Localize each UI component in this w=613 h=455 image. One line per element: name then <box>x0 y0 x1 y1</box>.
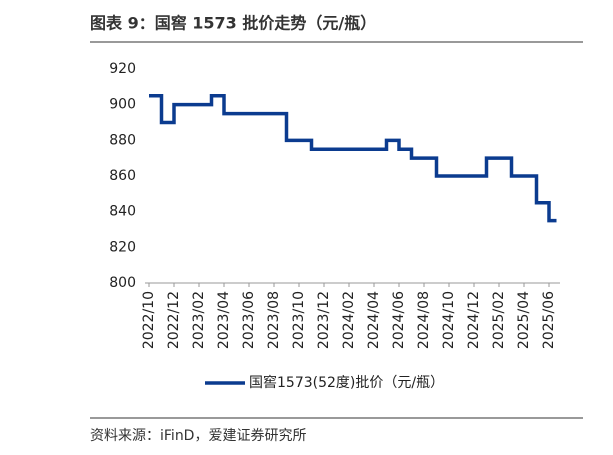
y-tick-label: 860 <box>109 168 136 184</box>
y-tick-label: 880 <box>109 132 136 148</box>
x-tick-label: 2023/10 <box>291 291 307 349</box>
x-tick-label: 2023/04 <box>216 291 232 349</box>
x-tick-label: 2022/10 <box>141 291 157 349</box>
x-tick-label: 2024/08 <box>416 291 432 349</box>
x-tick-label: 2024/04 <box>366 291 382 349</box>
y-tick-label: 820 <box>109 239 136 255</box>
chart-title: 图表 9：国窖 1573 批价走势（元/瓶） <box>90 14 376 33</box>
x-tick-label: 2023/12 <box>316 291 332 349</box>
x-tick-label: 2025/06 <box>541 291 557 349</box>
x-tick-label: 2024/06 <box>391 291 407 349</box>
x-tick-label: 2023/08 <box>266 291 282 349</box>
y-tick-label: 840 <box>109 204 136 220</box>
line <box>149 94 557 223</box>
x-tick-label: 2023/02 <box>191 291 207 349</box>
y-tick-label: 800 <box>109 275 136 291</box>
source: 资料来源：iFinD，爱建证券研究所 <box>90 428 306 444</box>
x-tick-label: 2023/06 <box>241 291 257 349</box>
x-tick-label: 2024/02 <box>341 291 357 349</box>
x-tick-label: 2024/10 <box>441 291 457 349</box>
x-tick-label: 2025/04 <box>516 291 532 349</box>
y-tick-label: 900 <box>109 97 136 113</box>
y-tick-label: 920 <box>109 61 136 77</box>
x-tick-label: 2025/02 <box>491 291 507 349</box>
legend-label: 国窖1573(52度)批价（元/瓶） <box>249 374 444 391</box>
x-tick-label: 2022/12 <box>166 291 182 349</box>
x-tick-label: 2024/12 <box>466 291 482 349</box>
